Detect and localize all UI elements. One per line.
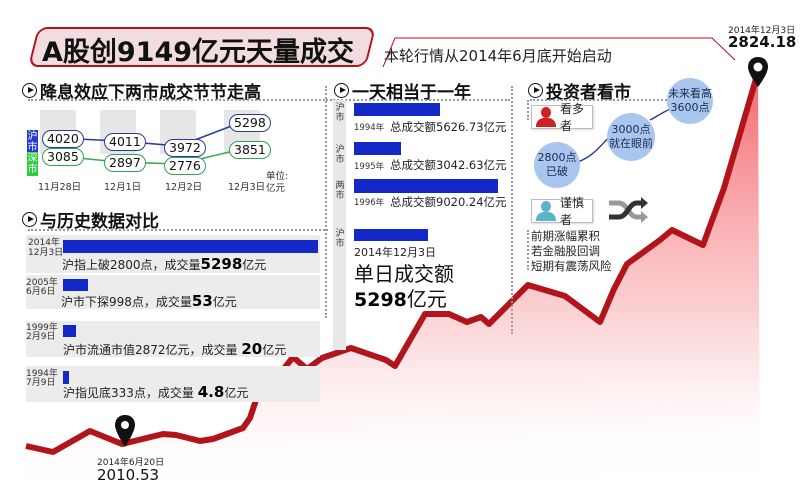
sz-value-label: 2897 bbox=[104, 154, 146, 172]
shuffle-icon bbox=[609, 197, 648, 223]
bubble-3000: 3000点 就在眼前 bbox=[607, 113, 655, 161]
person-icon bbox=[536, 107, 556, 127]
legend-sz: 深市 bbox=[27, 152, 38, 176]
market-label: 沪市 bbox=[335, 145, 345, 165]
low-point-value: 2010.53 bbox=[97, 466, 160, 484]
bull-callout: 看多者 bbox=[531, 102, 593, 133]
history-bar bbox=[63, 279, 88, 291]
play-circle-icon bbox=[528, 83, 543, 98]
history-date: 2005年 bbox=[26, 278, 58, 288]
market-label: 沪市 bbox=[335, 103, 345, 123]
divider bbox=[511, 86, 513, 334]
sh-value-label: 4020 bbox=[42, 130, 84, 148]
oneday-bar bbox=[354, 103, 440, 116]
sz-value-label: 2776 bbox=[164, 157, 206, 175]
history-date: 2月9日 bbox=[26, 332, 56, 342]
history-date: 1994年 bbox=[26, 369, 58, 379]
high-point-date: 2014年12月3日 bbox=[728, 26, 796, 36]
divider bbox=[530, 99, 670, 101]
divider bbox=[325, 86, 327, 318]
volume-line-chart bbox=[56, 121, 243, 165]
history-text: 沪市下探998点，成交量53亿元 bbox=[61, 292, 237, 310]
history-bar bbox=[63, 371, 69, 384]
bubble-2800: 2800点 已破 bbox=[534, 142, 580, 188]
cautious-callout: 谨慎者 bbox=[531, 196, 593, 227]
section-history-title: 与历史数据对比 bbox=[40, 212, 159, 232]
history-date: 6月6日 bbox=[26, 287, 56, 297]
divider bbox=[527, 230, 529, 270]
bull-label: 看多者 bbox=[560, 102, 585, 133]
cautious-label: 谨慎者 bbox=[560, 196, 585, 227]
map-pin-icon bbox=[115, 415, 135, 447]
section-oneday-title: 一天相当于一年 bbox=[352, 83, 471, 103]
subtitle-connector bbox=[382, 37, 736, 68]
x-axis-label: 12月1日 bbox=[104, 182, 142, 193]
oneday-amount: 总成交额9020.24亿元 bbox=[390, 195, 507, 209]
x-axis-label: 11月28日 bbox=[38, 182, 82, 193]
x-axis-label: 12月2日 bbox=[165, 182, 203, 193]
play-circle-icon bbox=[22, 212, 37, 227]
oneday-year: 1994年 bbox=[354, 123, 385, 133]
unit-label: 亿元 bbox=[266, 183, 286, 194]
history-text: 沪指见底333点，成交量 4.8亿元 bbox=[63, 383, 249, 401]
divider bbox=[28, 99, 328, 101]
page-title: A股创9149亿元天量成交 bbox=[42, 37, 355, 68]
high-point-value: 2824.18 bbox=[728, 33, 797, 51]
history-row bbox=[26, 366, 320, 402]
oneday-amount: 总成交额5626.73亿元 bbox=[390, 120, 507, 134]
section-volume-title: 降息效应下两市成交节节走高 bbox=[40, 83, 261, 103]
section-oneday-heading: 一天相当于一年 bbox=[334, 78, 471, 103]
sh-series-line bbox=[56, 121, 243, 147]
index-line bbox=[25, 71, 761, 455]
cautious-text: 短期有震荡风险 bbox=[531, 259, 612, 273]
sh-value-label: 3972 bbox=[164, 139, 206, 157]
history-date: 2014年 bbox=[28, 238, 60, 248]
history-date: 12月3日 bbox=[28, 248, 64, 258]
history-text: 沪市流通市值2872亿元，成交量 20亿元 bbox=[63, 340, 287, 358]
cautious-text: 前期涨幅累积 bbox=[531, 229, 600, 243]
section-investor-title: 投资者看市 bbox=[546, 83, 631, 103]
history-date: 7月9日 bbox=[26, 378, 56, 388]
oneday-bar bbox=[354, 142, 401, 155]
divider bbox=[330, 99, 510, 101]
oneday-big-label: 单日成交额 bbox=[354, 262, 454, 286]
history-text: 沪指上破2800点，成交量5298亿元 bbox=[62, 255, 267, 273]
play-circle-icon bbox=[334, 83, 349, 98]
low-point-date: 2014年6月20日 bbox=[97, 458, 165, 468]
oneday-big-value: 5298亿元 bbox=[354, 287, 447, 311]
sz-series-line bbox=[56, 148, 243, 165]
section-history-heading: 与历史数据对比 bbox=[22, 207, 159, 232]
cautious-text: 若金融股回调 bbox=[531, 244, 600, 258]
x-axis-label: 12月3日 bbox=[228, 182, 266, 193]
oneday-bar bbox=[354, 229, 428, 241]
unit-label: 单位: bbox=[266, 171, 289, 182]
divider bbox=[28, 229, 328, 231]
history-bar bbox=[63, 325, 76, 337]
history-date: 1999年 bbox=[26, 323, 58, 333]
subtitle: 本轮行情从2014年6月底开始启动 bbox=[384, 47, 612, 65]
play-circle-icon bbox=[22, 83, 37, 98]
sh-value-label: 4011 bbox=[104, 133, 146, 151]
market-label-strip bbox=[333, 100, 346, 350]
oneday-date: 2014年12月3日 bbox=[354, 246, 436, 259]
sz-value-label: 3085 bbox=[42, 148, 84, 166]
oneday-bar bbox=[354, 179, 498, 193]
bubble-3600: 未来看高 3600点 bbox=[667, 78, 713, 124]
oneday-year: 1995年 bbox=[354, 162, 385, 172]
section-volume-heading: 降息效应下两市成交节节走高 bbox=[22, 78, 261, 103]
history-bar bbox=[63, 240, 318, 253]
market-label: 两市 bbox=[335, 181, 345, 201]
divider bbox=[527, 100, 529, 120]
sz-value-label: 3851 bbox=[229, 141, 271, 159]
person-icon bbox=[536, 201, 556, 221]
oneday-amount: 总成交额3042.63亿元 bbox=[390, 158, 507, 172]
sh-value-label: 5298 bbox=[229, 114, 271, 132]
map-pin-icon bbox=[748, 57, 768, 87]
market-label: 沪市 bbox=[335, 229, 345, 249]
legend-sh: 沪市 bbox=[27, 130, 38, 154]
section-investor-heading: 投资者看市 bbox=[528, 78, 631, 103]
oneday-year: 1996年 bbox=[354, 198, 385, 208]
